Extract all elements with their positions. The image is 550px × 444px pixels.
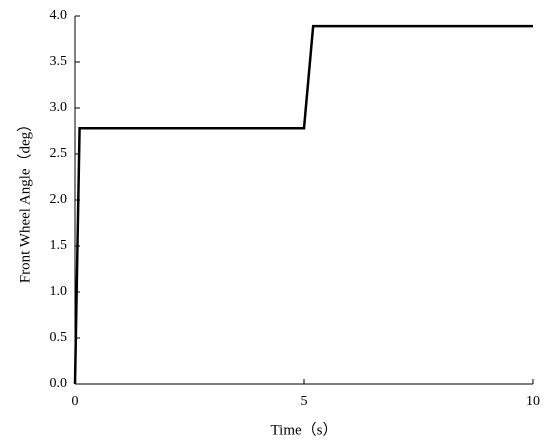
y-tick-label: 0.5 bbox=[50, 330, 68, 345]
y-tick-label: 3.0 bbox=[50, 100, 68, 115]
line-series bbox=[73, 24, 533, 385]
y-tick-label: 2.5 bbox=[50, 146, 68, 161]
y-tick-label: 0.0 bbox=[50, 376, 68, 391]
x-tick-label: 5 bbox=[301, 394, 308, 409]
y-tick-label: 2.0 bbox=[50, 192, 68, 207]
y-tick-label: 4.0 bbox=[50, 8, 68, 23]
y-axis-label: Front Wheel Angle（deg） bbox=[16, 117, 33, 283]
x-axis-label: Time（s） bbox=[271, 421, 338, 438]
x-tick-label: 10 bbox=[526, 394, 540, 409]
y-tick-label: 1.5 bbox=[50, 238, 68, 253]
x-tick-label: 0 bbox=[72, 394, 79, 409]
y-tick-label: 3.5 bbox=[50, 54, 68, 69]
y-tick-label: 1.0 bbox=[50, 284, 68, 299]
